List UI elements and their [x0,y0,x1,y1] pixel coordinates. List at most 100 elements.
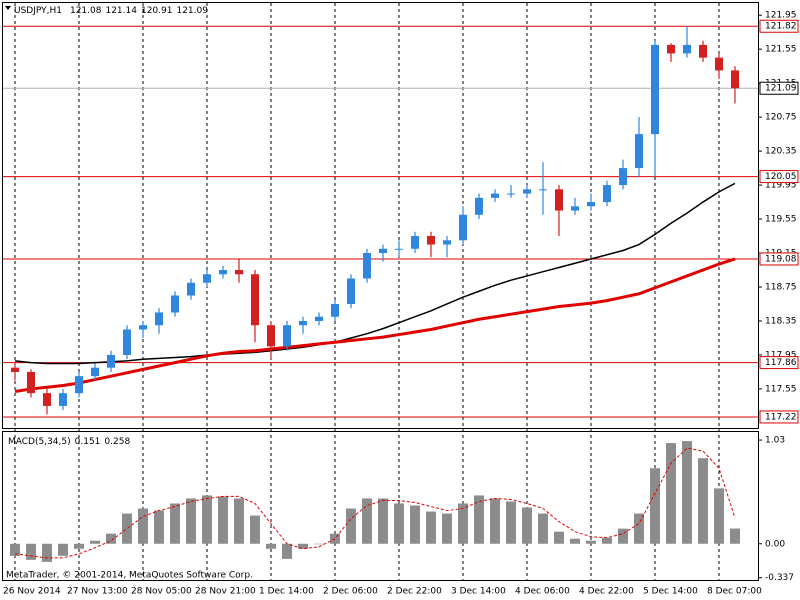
macd-bar [490,498,500,544]
indicator-name: MACD(5,34,5) [8,437,71,447]
x-tick-label: 26 Nov 2014 [3,587,61,597]
candle-body [635,134,643,169]
candle-body [491,193,499,198]
signal-line [14,447,736,559]
macd-bar [730,528,740,544]
indicator-header: MACD(5,34,5) 0.151 0.258 [8,437,130,447]
macd-bar [170,503,180,544]
candle-body [283,325,291,347]
y-tick-label: 0.00 [765,539,785,549]
candle-body [315,316,323,321]
macd-bar [538,513,548,544]
candle-body [75,376,83,394]
macd-bar [90,540,100,544]
candle-body [347,278,355,304]
level-label: 117.22 [765,412,797,422]
x-tick-label: 4 Dec 06:00 [515,587,570,597]
macd-pane [2,431,759,581]
macd-bar [186,498,196,544]
macd-bar [42,543,52,562]
x-tick-label: 1 Dec 14:00 [259,587,314,597]
macd-bar [522,507,532,544]
macd-bar [410,505,420,544]
macd-bar [506,501,516,544]
low: 120.91 [141,6,173,16]
candle-body [443,240,451,245]
macd-bar [26,543,36,560]
macd-bar [554,531,564,544]
macd-value: 0.151 [75,437,101,447]
candle-body [107,354,115,368]
candle-body [379,248,387,254]
candle-body [507,193,515,195]
menu-arrow[interactable] [5,6,11,10]
macd-bar [154,510,164,544]
high: 121.14 [105,6,137,16]
macd-bar [650,468,660,544]
macd-bar [586,540,596,544]
candle-body [363,253,371,279]
candle-body [299,320,307,326]
candle-body [267,325,275,347]
macd-bar [426,511,436,544]
candle-body [571,206,579,211]
macd-bar [442,513,452,544]
macd-bar [298,543,308,549]
x-tick-label: 27 Nov 13:00 [67,587,128,597]
y-tick-label: 121.95 [765,11,797,21]
candle-body [651,44,659,135]
candle-body [43,393,51,406]
level-label: 119.08 [765,254,797,264]
candle-body [699,44,707,58]
macd-bar [10,543,20,556]
macd-bar [458,503,468,544]
macd-bar [346,508,356,544]
candle-body [731,70,739,89]
candle-body [683,44,691,54]
macd-bar [122,513,132,544]
level-box [759,410,799,424]
candle-body [27,371,35,394]
level-box [759,252,799,266]
y-tick-label: 120.75 [765,113,797,123]
y-tick-label: 120.35 [765,147,797,157]
macd-bar [698,458,708,544]
y-tick-label: -0.337 [765,573,794,583]
chart-header: USDJPY,H1 121.08 121.14 120.91 121.09 [14,6,208,16]
x-tick-label: 2 Dec 22:00 [387,587,442,597]
level-label: 120.05 [765,172,797,182]
macd-bar [618,528,628,544]
x-tick-label: 3 Dec 14:00 [451,587,506,597]
macd-bar [714,488,724,544]
y-tick-label: 1.03 [765,436,785,446]
macd-bar [570,538,580,544]
candle-body [251,274,259,326]
x-tick-label: 2 Dec 06:00 [323,587,378,597]
macd-bar [234,498,244,544]
x-tick-label: 5 Dec 14:00 [643,587,698,597]
macd-bar [282,543,292,559]
macd-bar [362,498,372,544]
candle-body [619,168,627,186]
signal-value: 0.258 [104,437,130,447]
candle-body [171,295,179,313]
candle-body [715,57,723,71]
candle-body [155,312,163,326]
macd-bar [250,515,260,544]
macd-bar [106,533,116,544]
copyright: MetaTrader, © 2001-2014, MetaQuotes Soft… [6,571,253,581]
price-pane [2,2,759,429]
macd-bar [138,508,148,544]
candle-body [235,270,243,275]
macd-bar [634,513,644,544]
candle-body [523,189,531,194]
moving-average [14,257,736,393]
candle-body [411,236,419,249]
macd-bar [474,495,484,544]
candle-body [427,236,435,245]
symbol: USDJPY,H1 [14,6,62,16]
macd-bar [266,543,276,549]
candle-body [667,44,675,54]
y-tick-label: 118.35 [765,316,797,326]
macd-bar [202,495,212,544]
